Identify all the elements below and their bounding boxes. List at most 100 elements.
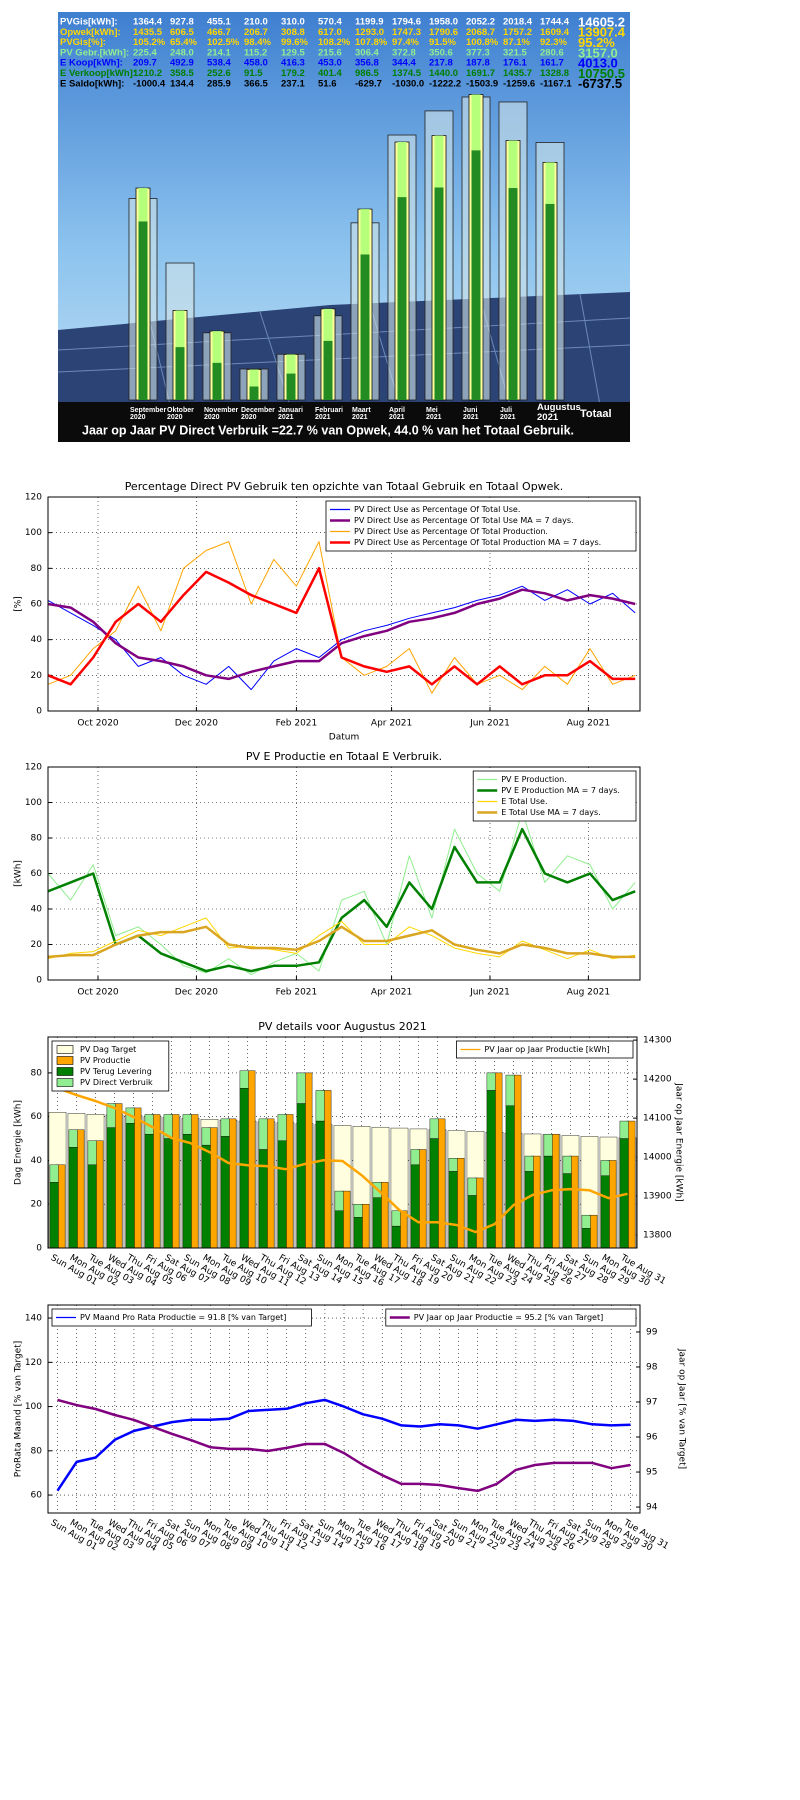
table-cell: 2068.7 xyxy=(466,27,495,38)
table-cell: 285.9 xyxy=(207,78,231,89)
bar xyxy=(163,1114,173,1139)
legend-label: PV Direct Verbruik xyxy=(80,1078,153,1087)
table-cell: -1259.6 xyxy=(503,78,535,89)
legend-box xyxy=(51,1308,312,1327)
table-cell: 209.7 xyxy=(133,58,157,69)
table-cell: 187.8 xyxy=(466,58,490,69)
bar xyxy=(106,1127,116,1249)
bar xyxy=(258,1149,268,1249)
y2-tick-label: 14200 xyxy=(643,1075,672,1085)
bar xyxy=(600,1175,610,1249)
table-cell: 1790.6 xyxy=(429,27,458,38)
table-cell: 1747.3 xyxy=(392,27,421,38)
bar xyxy=(315,1120,325,1249)
x-tick-label: Aug 2021 xyxy=(567,988,610,998)
verkoop-bar xyxy=(212,362,222,400)
table-cell: 134.4 xyxy=(170,78,194,89)
bar xyxy=(581,1214,591,1229)
bar xyxy=(391,1225,401,1249)
table-cell: 161.7 xyxy=(540,58,564,69)
table-cell: -1030.0 xyxy=(392,78,424,89)
table-cell: 217.8 xyxy=(429,58,453,69)
legend-box xyxy=(472,770,637,822)
bar xyxy=(106,1103,116,1128)
bar xyxy=(505,1105,515,1249)
verkoop-bar xyxy=(323,340,333,400)
bar xyxy=(258,1118,268,1150)
chart-title: PV E Productie en Totaal E Verbruik. xyxy=(246,750,442,763)
bar xyxy=(448,1158,458,1172)
table-cell: 1440.0 xyxy=(429,68,458,79)
verkoop-bar xyxy=(471,150,481,400)
y2-tick-label: 94 xyxy=(646,1503,658,1513)
table-cell: 1435.7 xyxy=(503,68,532,79)
bar xyxy=(372,1197,382,1249)
table-cell: 455.1 xyxy=(207,17,231,28)
row-label: E Koop[kWh]: xyxy=(60,58,123,69)
legend-label: PV Dag Target xyxy=(80,1045,136,1054)
table-cell: 310.0 xyxy=(281,17,305,28)
legend-swatch xyxy=(56,1056,74,1065)
bar xyxy=(68,1147,78,1249)
table-cell: -1167.1 xyxy=(540,78,572,89)
bar xyxy=(467,1177,477,1196)
table-cell: 129.5 xyxy=(281,47,305,58)
legend-box xyxy=(325,500,637,552)
table-cell: 306.4 xyxy=(355,47,379,58)
table-cell: 1364.4 xyxy=(133,17,163,28)
y-tick-label: 40 xyxy=(31,635,43,645)
bar xyxy=(239,1088,249,1249)
row-label: PVGis[kWh]: xyxy=(60,17,118,28)
bar xyxy=(296,1103,306,1249)
table-cell: 1293.0 xyxy=(355,27,384,38)
gebruik-bar xyxy=(175,310,185,348)
y-tick-label: 0 xyxy=(36,707,42,717)
x-tick-label: Jun 2021 xyxy=(469,988,510,998)
gebruik-bar xyxy=(471,94,481,151)
bar xyxy=(619,1120,629,1139)
y-tick-label: 0 xyxy=(36,1244,42,1254)
table-cell: 1328.8 xyxy=(540,68,569,79)
x-tick-label: Aug 2021 xyxy=(567,719,610,729)
plot-frame xyxy=(47,1036,638,1249)
table-cell: 416.3 xyxy=(281,58,305,69)
table-total: -6737.5 xyxy=(578,76,622,91)
month-label: Augustus 2021 xyxy=(537,402,583,423)
y2-axis-label: Jaar op Jaar Energie [kWh] xyxy=(674,1082,684,1202)
month-label: April 2021 xyxy=(389,407,407,421)
table-cell: 377.3 xyxy=(466,47,490,58)
legend-swatch xyxy=(56,1045,74,1054)
bar xyxy=(562,1173,572,1249)
bar xyxy=(201,1144,211,1249)
table-total: 14605.2 xyxy=(578,14,625,29)
y-tick-label: 120 xyxy=(25,493,42,503)
y2-tick-label: 14100 xyxy=(643,1114,672,1124)
bar xyxy=(410,1149,420,1166)
table-cell: 252.6 xyxy=(207,68,231,79)
bar xyxy=(334,1210,344,1249)
bar xyxy=(353,1204,363,1218)
table-cell: 2052.2 xyxy=(466,17,495,28)
verkoop-bar xyxy=(360,254,370,400)
table-cell: 210.0 xyxy=(244,17,268,28)
legend-label: PV E Production. xyxy=(501,775,567,784)
bar xyxy=(600,1160,610,1176)
table-cell: 179.2 xyxy=(281,68,305,79)
y-tick-label: 60 xyxy=(31,600,43,610)
table-cell: 2018.4 xyxy=(503,17,533,28)
table-cell: 344.4 xyxy=(392,58,416,69)
row-label: E Saldo[kWh]: xyxy=(60,78,124,89)
bar xyxy=(182,1133,192,1249)
table-cell: 366.5 xyxy=(244,78,268,89)
gebruik-bar xyxy=(286,354,296,374)
table-cell: 1199.9 xyxy=(355,17,384,28)
x-tick-label: Feb 2021 xyxy=(276,988,318,998)
table-cell: 1757.2 xyxy=(503,27,532,38)
month-label: Juni 2021 xyxy=(463,407,479,421)
table-total: 95.2% xyxy=(578,35,615,50)
table-cell: 308.8 xyxy=(281,27,305,38)
table-cell: 492.9 xyxy=(170,58,194,69)
table-cell: 99.6% xyxy=(281,37,308,48)
bar xyxy=(296,1072,306,1104)
bar xyxy=(315,1090,325,1122)
